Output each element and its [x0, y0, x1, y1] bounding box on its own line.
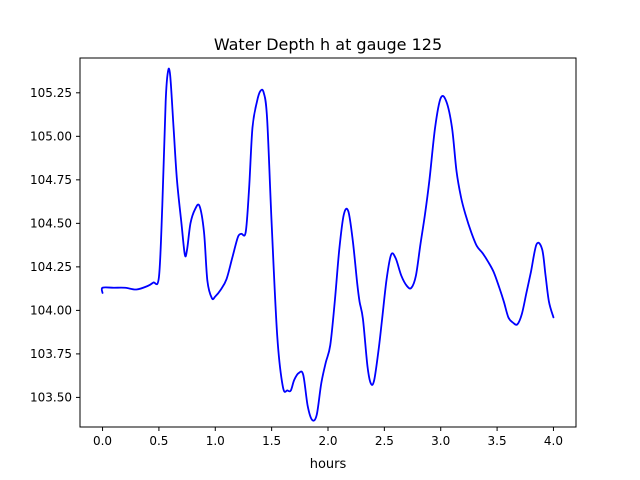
y-tick-label: 104.25 — [30, 260, 72, 274]
y-tick-label: 104.75 — [30, 173, 72, 187]
y-tick-label: 105.25 — [30, 86, 72, 100]
x-tick-label: 0.5 — [149, 434, 168, 448]
x-tick-label: 3.5 — [488, 434, 507, 448]
x-tick-label: 3.0 — [431, 434, 450, 448]
x-axis-label: hours — [310, 457, 347, 472]
series-line — [100, 67, 555, 422]
y-tick-label: 104.50 — [30, 216, 72, 230]
x-axis-ticks: 0.0 0.5 1.0 1.5 2.0 2.5 3.0 3.5 4.0 — [93, 427, 563, 448]
y-tick-label: 104.00 — [30, 303, 72, 317]
x-tick-label: 2.5 — [375, 434, 394, 448]
x-tick-label: 2.0 — [318, 434, 337, 448]
plot-area-frame — [79, 57, 577, 428]
x-tick-label: 1.5 — [262, 434, 281, 448]
y-tick-label: 103.75 — [30, 347, 72, 361]
x-tick-label: 0.0 — [93, 434, 112, 448]
y-axis-ticks: 103.50 103.75 104.00 104.25 104.50 104.75 105.… — [30, 86, 80, 404]
chart-title: Water Depth h at gauge 125 — [214, 35, 442, 54]
x-tick-label: 1.0 — [206, 434, 225, 448]
x-tick-label: 4.0 — [544, 434, 563, 448]
y-tick-label: 105.00 — [30, 129, 72, 143]
y-tick-label: 103.50 — [30, 390, 72, 404]
